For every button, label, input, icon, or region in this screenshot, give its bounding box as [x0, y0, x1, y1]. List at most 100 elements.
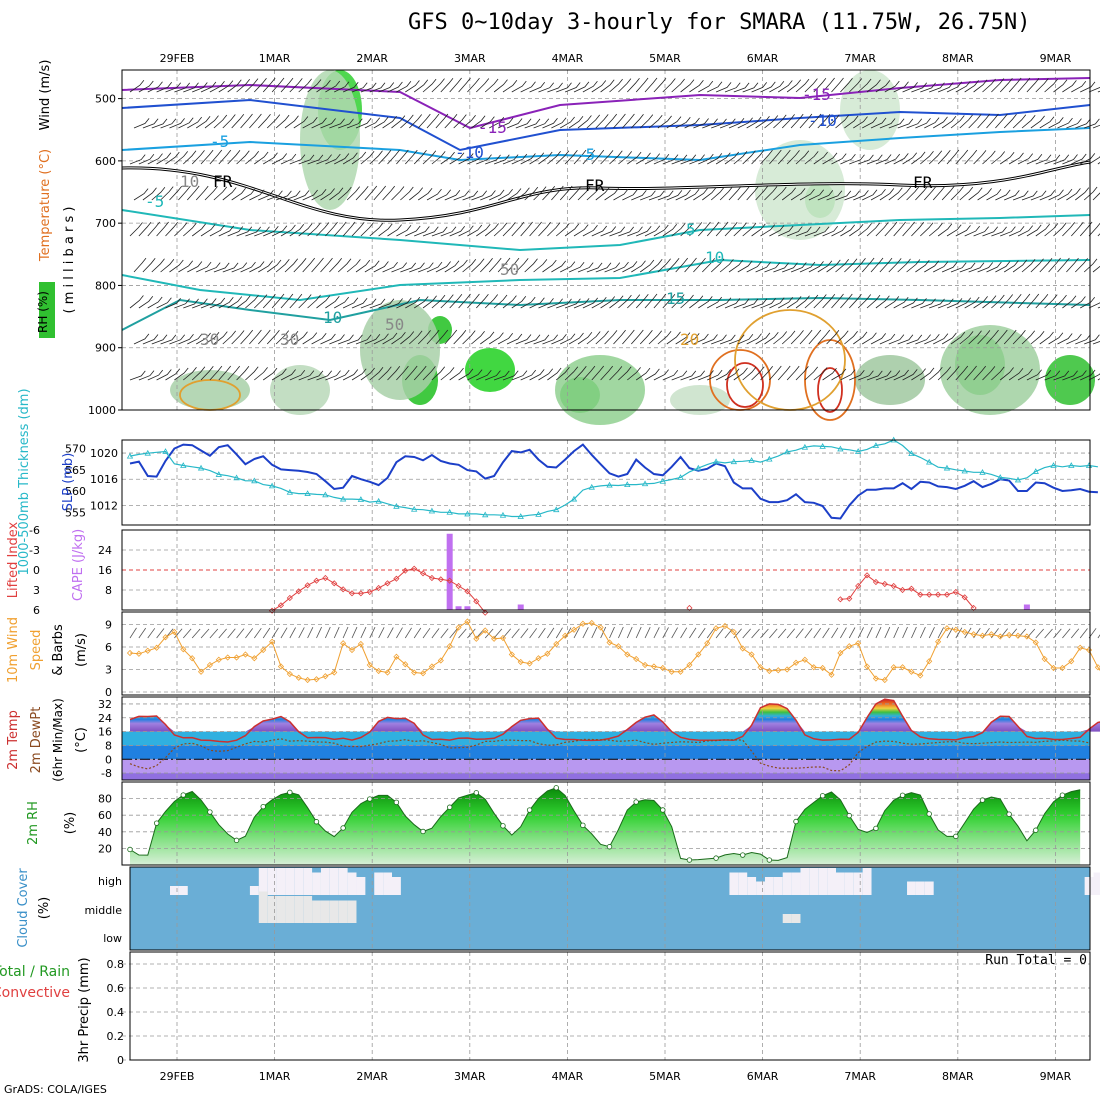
wind-barb [902, 297, 918, 309]
wind10-marker [775, 667, 782, 674]
wind-barb [627, 226, 643, 237]
wind-barb [369, 150, 383, 165]
slp-tick-label: 1016 [90, 473, 118, 486]
wind-barb [675, 257, 689, 273]
wind-barb [1048, 257, 1061, 273]
wind-barb [666, 116, 682, 129]
surface-wind-barb [644, 627, 651, 639]
wind-barb [240, 329, 254, 345]
wind-barb [986, 329, 999, 345]
wind-barb [1017, 293, 1031, 309]
li-marker [890, 582, 897, 590]
wind10-marker [961, 628, 968, 636]
wind-barb [529, 152, 545, 165]
wind-barb [511, 153, 528, 165]
wind-barb [582, 365, 596, 381]
wind-barb [547, 222, 561, 237]
wind-barb [156, 221, 169, 237]
wind-barb [231, 330, 245, 345]
wind-barb [174, 82, 191, 93]
wind-barb [950, 115, 965, 129]
thickness-marker [766, 455, 773, 462]
wind-barb [746, 333, 762, 345]
wind-barb [431, 78, 445, 93]
surface-wind-barb [902, 626, 908, 639]
wind-barb [284, 190, 301, 201]
wind-barb [884, 370, 901, 381]
wind-barb [204, 186, 218, 201]
li-marker [926, 591, 933, 598]
wind-barb [879, 118, 896, 129]
wind-barb [733, 222, 747, 237]
wind-barb [813, 151, 828, 165]
wind-barb [835, 258, 850, 273]
wind-barb [715, 221, 729, 237]
wind10-marker [224, 654, 231, 661]
wind-barb [746, 116, 762, 129]
wind-barb [249, 113, 262, 129]
surface-wind-barb [351, 626, 358, 639]
wind10-marker [997, 633, 1004, 640]
wind-barb [604, 330, 618, 345]
wind-barb [191, 366, 206, 381]
wind-barb [449, 367, 464, 381]
wind-barb [560, 333, 576, 345]
wind-barb [204, 332, 220, 345]
cloud-bar-high [267, 868, 277, 895]
wind-barb [1079, 221, 1093, 237]
wind-barb [902, 221, 915, 237]
wind-barb [600, 226, 617, 237]
wind-barb [467, 153, 483, 165]
wind-barb [755, 261, 771, 273]
temp-tick-label: 32 [98, 698, 112, 711]
rh-marker [926, 811, 932, 817]
wind-barb [1080, 153, 1096, 165]
li-marker [837, 596, 844, 603]
surface-wind-barb [191, 628, 201, 639]
wind-barb [1008, 152, 1024, 165]
wind-barb [222, 187, 237, 201]
wind-barb [733, 298, 750, 309]
wind-barb [391, 331, 406, 345]
wind-barb [955, 225, 971, 237]
wind-barb [702, 334, 718, 345]
surface-wind-barb [262, 627, 271, 639]
wind-barb [502, 80, 518, 93]
contour-label: -5 [576, 145, 595, 164]
surface-wind-barb [671, 627, 678, 639]
li-marker [863, 572, 871, 579]
surface-wind-barb [396, 627, 403, 639]
wind-barb [822, 225, 839, 237]
wind-barb [413, 296, 429, 309]
wind-barb [524, 186, 539, 201]
rh-marker [1059, 792, 1066, 798]
wind-barb [431, 151, 446, 165]
wind-barb [604, 113, 618, 129]
wind10-marker [286, 670, 293, 678]
wind-barb [653, 77, 667, 93]
wind-barb [627, 367, 641, 381]
wind-barb [426, 113, 440, 129]
thickness-marker [144, 449, 151, 456]
surface-wind-barb [1035, 628, 1044, 639]
wind-barb [564, 223, 580, 237]
wind-barb [928, 223, 943, 237]
wind-barb [653, 153, 670, 165]
wind-barb [476, 223, 491, 237]
li-marker [446, 577, 453, 584]
wind-barb [657, 115, 672, 129]
wind-barb [799, 261, 816, 273]
li-marker [348, 590, 356, 597]
surface-wind-barb [289, 627, 296, 639]
temp-axis-label-2: 2m DewPt [29, 707, 44, 774]
wind-barb [920, 150, 934, 165]
wind-barb [213, 186, 228, 201]
wind-barb [888, 258, 902, 273]
surface-wind-barb [387, 627, 394, 639]
surface-wind-barb [973, 627, 981, 639]
wind-barb [568, 332, 584, 345]
wind-barb [591, 296, 607, 309]
wind-barb [538, 222, 552, 237]
wind-barb [511, 370, 528, 381]
wind-barb [671, 223, 686, 237]
